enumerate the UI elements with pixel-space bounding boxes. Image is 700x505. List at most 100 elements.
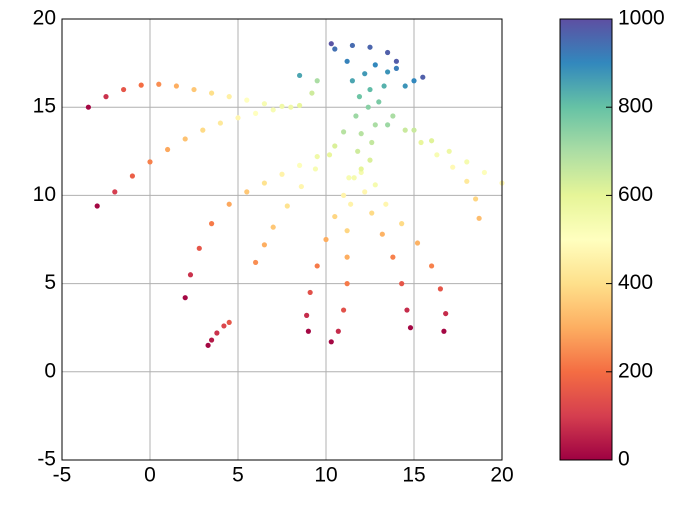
- x-tick-label: 10: [314, 464, 337, 487]
- scatter-point: [217, 120, 223, 126]
- scatter-point: [305, 328, 311, 334]
- y-tick-label: 0: [44, 359, 56, 382]
- scatter-point: [121, 86, 127, 93]
- colorbar-tick-label: 1000: [618, 7, 665, 30]
- scatter-point: [404, 307, 410, 313]
- scatter-point: [226, 94, 232, 100]
- scatter-point: [349, 42, 355, 49]
- scatter-point: [182, 136, 188, 142]
- scatter-point: [335, 328, 341, 334]
- scatter-point: [351, 175, 357, 181]
- scatter-point: [402, 83, 408, 89]
- scatter-point: [298, 183, 304, 190]
- scatter-point: [390, 113, 396, 119]
- x-tick-label: 5: [232, 464, 244, 487]
- scatter-point: [473, 196, 479, 202]
- scatter-point: [429, 138, 435, 144]
- scatter-point: [348, 201, 354, 207]
- y-tick-label: 10: [33, 183, 56, 206]
- scatter-point: [437, 286, 443, 292]
- scatter-point: [261, 101, 267, 107]
- colorbar-tick-label: 600: [618, 183, 653, 206]
- scatter-point: [358, 166, 364, 172]
- scatter-point: [367, 86, 373, 93]
- scatter-point: [253, 259, 259, 266]
- scatter-point: [138, 82, 144, 88]
- scatter-point: [450, 164, 456, 170]
- scatter-point: [312, 166, 319, 172]
- scatter-point: [307, 289, 313, 296]
- scatter-point: [344, 228, 350, 234]
- scatter-point: [284, 203, 290, 209]
- scatter-point: [332, 213, 338, 220]
- colorbar-tick-label: 800: [618, 95, 653, 118]
- scatter-point: [314, 153, 320, 160]
- x-tick-label: 0: [144, 464, 156, 487]
- scatter-point: [372, 182, 378, 188]
- scatter-point: [288, 104, 294, 110]
- scatter-point: [369, 139, 375, 146]
- scatter-point: [279, 171, 285, 177]
- scatter-point: [209, 90, 215, 96]
- scatter-point: [464, 178, 470, 184]
- x-tick-label: -5: [53, 464, 72, 487]
- scatter-point: [393, 65, 399, 71]
- scatter-point: [156, 81, 162, 87]
- scatter-point: [399, 281, 405, 287]
- scatter-point: [372, 122, 378, 128]
- scatter-point: [341, 129, 347, 135]
- scatter-point: [205, 342, 211, 348]
- scatter-point: [379, 231, 385, 237]
- scatter-point: [429, 263, 435, 269]
- scatter-point: [165, 146, 171, 153]
- scatter-point: [365, 104, 371, 110]
- scatter-point: [341, 192, 347, 198]
- scatter-point: [129, 173, 135, 179]
- scatter-point: [297, 102, 303, 109]
- scatter-point: [244, 189, 250, 195]
- scatter-point: [420, 74, 426, 80]
- colorbar-tick-label: 400: [618, 271, 653, 294]
- scatter-point: [332, 143, 338, 149]
- scatter-point: [209, 337, 215, 343]
- scatter-point: [369, 210, 375, 216]
- scatter-point: [112, 189, 118, 195]
- scatter-point: [191, 86, 197, 93]
- scatter-point: [358, 131, 364, 137]
- scatter-point: [244, 97, 250, 103]
- scatter-point: [85, 104, 91, 110]
- scatter-point: [393, 58, 399, 64]
- scatter-point: [221, 323, 227, 329]
- scatter-point: [362, 71, 368, 77]
- y-tick-label: 5: [44, 271, 56, 294]
- colorbar-tick-label: 0: [618, 448, 630, 471]
- scatter-point: [173, 83, 179, 89]
- scatter-point: [407, 325, 414, 331]
- scatter-point: [94, 203, 100, 209]
- scatter-point: [314, 78, 320, 84]
- scatter-point: [346, 175, 352, 181]
- scatter-point: [441, 328, 447, 334]
- scatter-point: [209, 221, 215, 227]
- scatter-point: [367, 157, 373, 163]
- x-tick-label: 20: [490, 464, 513, 487]
- scatter-point: [381, 83, 387, 89]
- colorbar: [559, 18, 613, 461]
- scatter-point: [362, 189, 368, 195]
- y-tick-label: 20: [33, 7, 56, 30]
- scatter-point: [103, 94, 109, 100]
- scatter-point: [349, 78, 355, 84]
- scatter-point: [261, 242, 267, 248]
- scatter-point: [385, 69, 391, 75]
- scatter-point: [332, 46, 338, 52]
- scatter-point: [214, 330, 220, 336]
- scatter-point: [383, 201, 389, 207]
- scatter-point: [399, 221, 405, 227]
- scatter-point: [418, 139, 424, 146]
- scatter-point: [270, 107, 276, 113]
- scatter-point: [326, 152, 333, 158]
- scatter-point: [385, 49, 391, 56]
- scatter-point: [344, 281, 350, 287]
- scatter-point: [235, 115, 241, 121]
